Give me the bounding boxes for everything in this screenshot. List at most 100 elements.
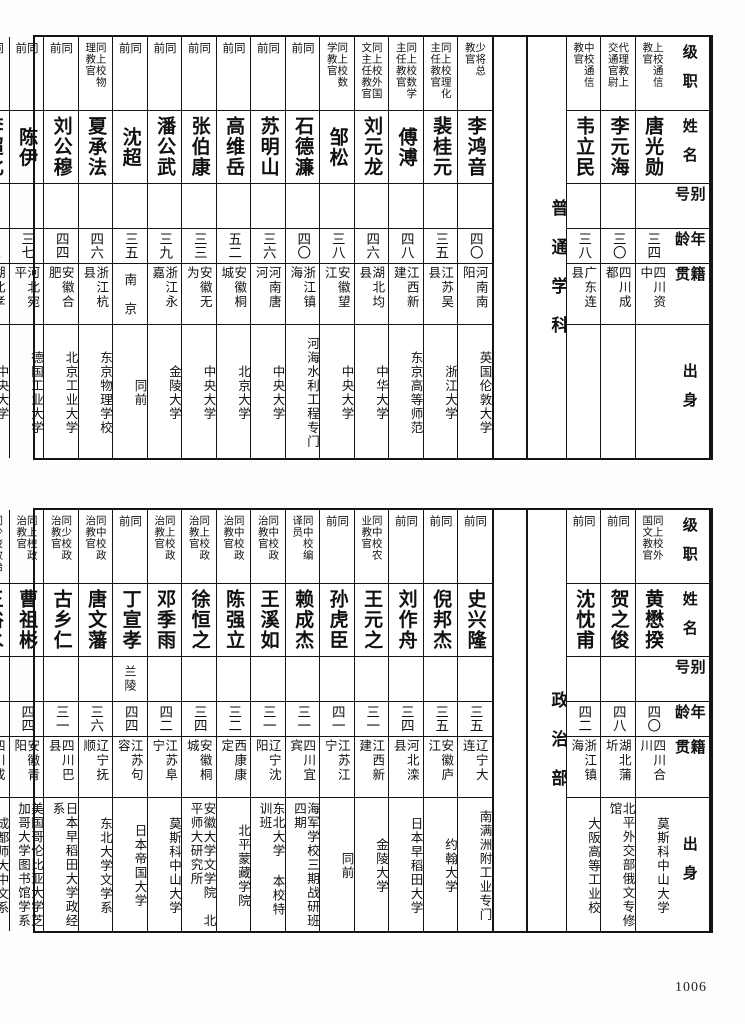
cell-native: 安徽青阳: [9, 737, 43, 799]
cell-name: 曹祖彬: [9, 584, 43, 658]
person-column[interactable]: 同前倪邦杰 三五 安徽庐江 约翰大学: [422, 510, 457, 931]
cell-name: 沈忱甫: [566, 584, 600, 658]
cell-alias: [423, 184, 457, 229]
cell-alias: [389, 184, 423, 229]
person-column[interactable]: 同前丁宣孝 兰陵 四四 江苏句容 日本帝国大学: [112, 510, 147, 931]
cell-alias: [635, 184, 669, 229]
rank-sub: 治教官: [256, 515, 269, 550]
cell-native: 江苏吴县: [423, 264, 457, 326]
row-label-age: 年龄: [669, 229, 709, 265]
person-column[interactable]: 中校通信 教官 韦立民 三八 广东连县: [565, 37, 600, 458]
rank-main: 同: [129, 515, 144, 540]
rank-sub: 理教官: [84, 42, 97, 77]
cell-age: 四一: [320, 702, 354, 738]
person-column[interactable]: 同中校农 业教官 王元之 三一 江西新建 金陵大学: [353, 510, 388, 931]
person-column[interactable]: 同前刘作舟 三四 河北滦县 日本早稻田大学: [388, 510, 423, 931]
cell-age: 四四: [9, 702, 43, 738]
person-column[interactable]: 同前孙虎臣 四一 江苏江宁 同前: [319, 510, 354, 931]
cell-age: 三一: [285, 702, 319, 738]
cell-origin: 海军学校三期战研班四期: [292, 802, 319, 929]
cell-native: 辽宁沈阳: [251, 737, 285, 799]
rank-main: 同: [267, 42, 282, 67]
rank-sub: 前: [324, 515, 339, 540]
row-label-rank: 级职: [669, 510, 709, 584]
person-column[interactable]: 同上校数学 主任教官 傅溥 四八 江西新建 东京高等师范: [388, 37, 423, 458]
person-column[interactable]: 同中校编 译员 赖成杰 三一 四川宜宾 海军学校三期战研班四期: [284, 510, 319, 931]
person-column[interactable]: 上校通信 教官 唐光勋 三四 四川资中: [634, 37, 669, 458]
person-column[interactable]: 同前沈忱甫 四二 浙江镇海 大阪高等工业校: [565, 510, 600, 931]
person-column[interactable]: 同上校外国 文主任教官 刘元龙 四六 湖北均县 中华大学: [353, 37, 388, 458]
rank-sub: 业教官: [360, 515, 373, 550]
row-label-origin: 出身: [680, 362, 699, 421]
columns-general-academic: 级职 姓名 别号 年龄 籍贯 出身 上校通信 教官 唐光勋 三四 四川资中 代理教上 交通官尉 李元海 三〇…: [0, 37, 711, 458]
cell-alias: [389, 657, 423, 702]
person-column[interactable]: 同前贺之俊 四八 湖北蒲圻 北平外交部俄文专修馆: [600, 510, 635, 931]
cell-rank: 同前: [320, 510, 354, 584]
cell-age: 三五: [423, 229, 457, 265]
cell-age: 四四: [44, 229, 78, 265]
person-column[interactable]: 同中校政 治教官 陈强立 三二 西康康定 北平蒙藏学院: [215, 510, 250, 931]
person-column[interactable]: 同前潘公武 三九 浙江永嘉 金陵大学: [146, 37, 181, 458]
cell-rank: 同上校物 理教官: [78, 37, 112, 111]
cell-age: 三〇: [601, 229, 635, 265]
person-column[interactable]: 同前石德濂 四〇 浙江镇海 河海水利工程专门: [284, 37, 319, 458]
person-column[interactable]: 同少校政治教官王浴水三四四川成都成都师大中文系: [0, 510, 9, 931]
cell-name: 潘公武: [147, 111, 181, 185]
person-column[interactable]: 同前沈超 三五南 京同前: [112, 37, 147, 458]
person-column[interactable]: 同前苏明山 三六 河南唐河 中央大学: [250, 37, 285, 458]
cell-alias: [320, 184, 354, 229]
cell-name: 石德濂: [285, 111, 319, 185]
rank-sub: 文主任教官: [360, 42, 373, 100]
cell-origin: 金陵大学: [374, 837, 388, 894]
cell-alias: [601, 657, 635, 702]
row-label-column: 级职 姓名 别号 年龄 籍贯 出身: [669, 37, 711, 458]
cell-age: 二九: [0, 229, 9, 265]
cell-rank: 同前: [182, 37, 216, 111]
person-column[interactable]: 同少校政 治教官 古乡仁 三一 四川巴县 日本早稻田大学政经系: [43, 510, 78, 931]
rank-main: 同: [582, 515, 597, 540]
person-column[interactable]: 同前高维岳 五二 安徽桐城 北京大学: [215, 37, 250, 458]
person-column[interactable]: 同上校政 治教官 徐恒之 三四 安徽桐城 安徽大学文学院 北平师大研究所: [181, 510, 216, 931]
cell-alias: [285, 657, 319, 702]
cell-native: 四川合川: [635, 737, 669, 799]
columns-political-department: 级职 姓名 别号 年龄 籍贯 出身 同上校外 国文教官 黄懋揆 四〇 四川合川 莫斯科中山大学同前贺之…: [0, 510, 711, 931]
person-column[interactable]: 同上校政 治教官 邓季雨 四二 江苏阜宁 莫斯科中山大学: [146, 510, 181, 931]
cell-rank: 同前: [0, 37, 9, 111]
cell-origin: 东京高等师范: [408, 350, 423, 435]
person-column[interactable]: 同前史兴隆 三五 辽宁大连 南满洲附工业专门: [457, 510, 492, 931]
cell-alias: [566, 657, 600, 702]
person-column[interactable]: 同前陈伊 三七 河北宛平 德国工业大学: [8, 37, 43, 458]
cell-age: 三五: [458, 702, 492, 738]
person-column[interactable]: 同前刘公穆 四四 安徽合肥 北京工业大学: [43, 37, 78, 458]
person-column[interactable]: 同上校政 治教官 曹祖彬 四四 安徽青阳 美国哥伦比亚大学芝加哥大学图书馆学系: [8, 510, 43, 931]
cell-age: 三一: [251, 702, 285, 738]
cell-alias: [458, 657, 492, 702]
cell-age: 三二: [216, 702, 250, 738]
rank-sub: 治教官: [153, 515, 166, 550]
cell-name: 陈强立: [216, 584, 250, 658]
person-column[interactable]: 同前张伯康 三三 安徽无为 中央大学: [181, 37, 216, 458]
person-column[interactable]: 同上校物 理教官 夏承法 四六 浙江杭县 东京物理学校: [77, 37, 112, 458]
rank-sub: 教官: [463, 42, 476, 65]
person-column[interactable]: 少将总 教官 李鸿音 四〇 河南南阳 英国伦敦大学: [457, 37, 492, 458]
cell-rank: 同前: [9, 37, 43, 111]
rank-main: 代理教上: [617, 42, 630, 88]
person-column[interactable]: 同上校理化 主任教官 裴桂元 三五 江苏吴县 浙江大学: [422, 37, 457, 458]
person-column[interactable]: 同中校政 治教官 王溪如 三一 辽宁沈阳 东北大学 本校特训班: [250, 510, 285, 931]
cell-alias: [182, 184, 216, 229]
person-column[interactable]: 同中校政 治教官 唐文藩 三六 辽宁抚顺 东北大学文学系: [77, 510, 112, 931]
cell-origin: 北京大学: [236, 364, 250, 421]
person-column[interactable]: 同前李超北二九湖北孝感中央大学: [0, 37, 9, 458]
cell-name: 徐恒之: [182, 584, 216, 658]
cell-alias: [147, 184, 181, 229]
cell-native: 江西新建: [389, 264, 423, 326]
person-column[interactable]: 同上校外 国文教官 黄懋揆 四〇 四川合川 莫斯科中山大学: [634, 510, 669, 931]
person-column[interactable]: 代理教上 交通官尉 李元海 三〇 四川成都: [600, 37, 635, 458]
cell-native: 广东连县: [566, 264, 600, 326]
rank-main: 同少校政治: [0, 515, 4, 573]
cell-origin: 河海水利工程专门: [305, 336, 319, 449]
cell-age: 四八: [601, 702, 635, 738]
person-column[interactable]: 同上校数 学教官 邹松 三八 安徽望江 中央大学: [319, 37, 354, 458]
cell-alias: [458, 184, 492, 229]
